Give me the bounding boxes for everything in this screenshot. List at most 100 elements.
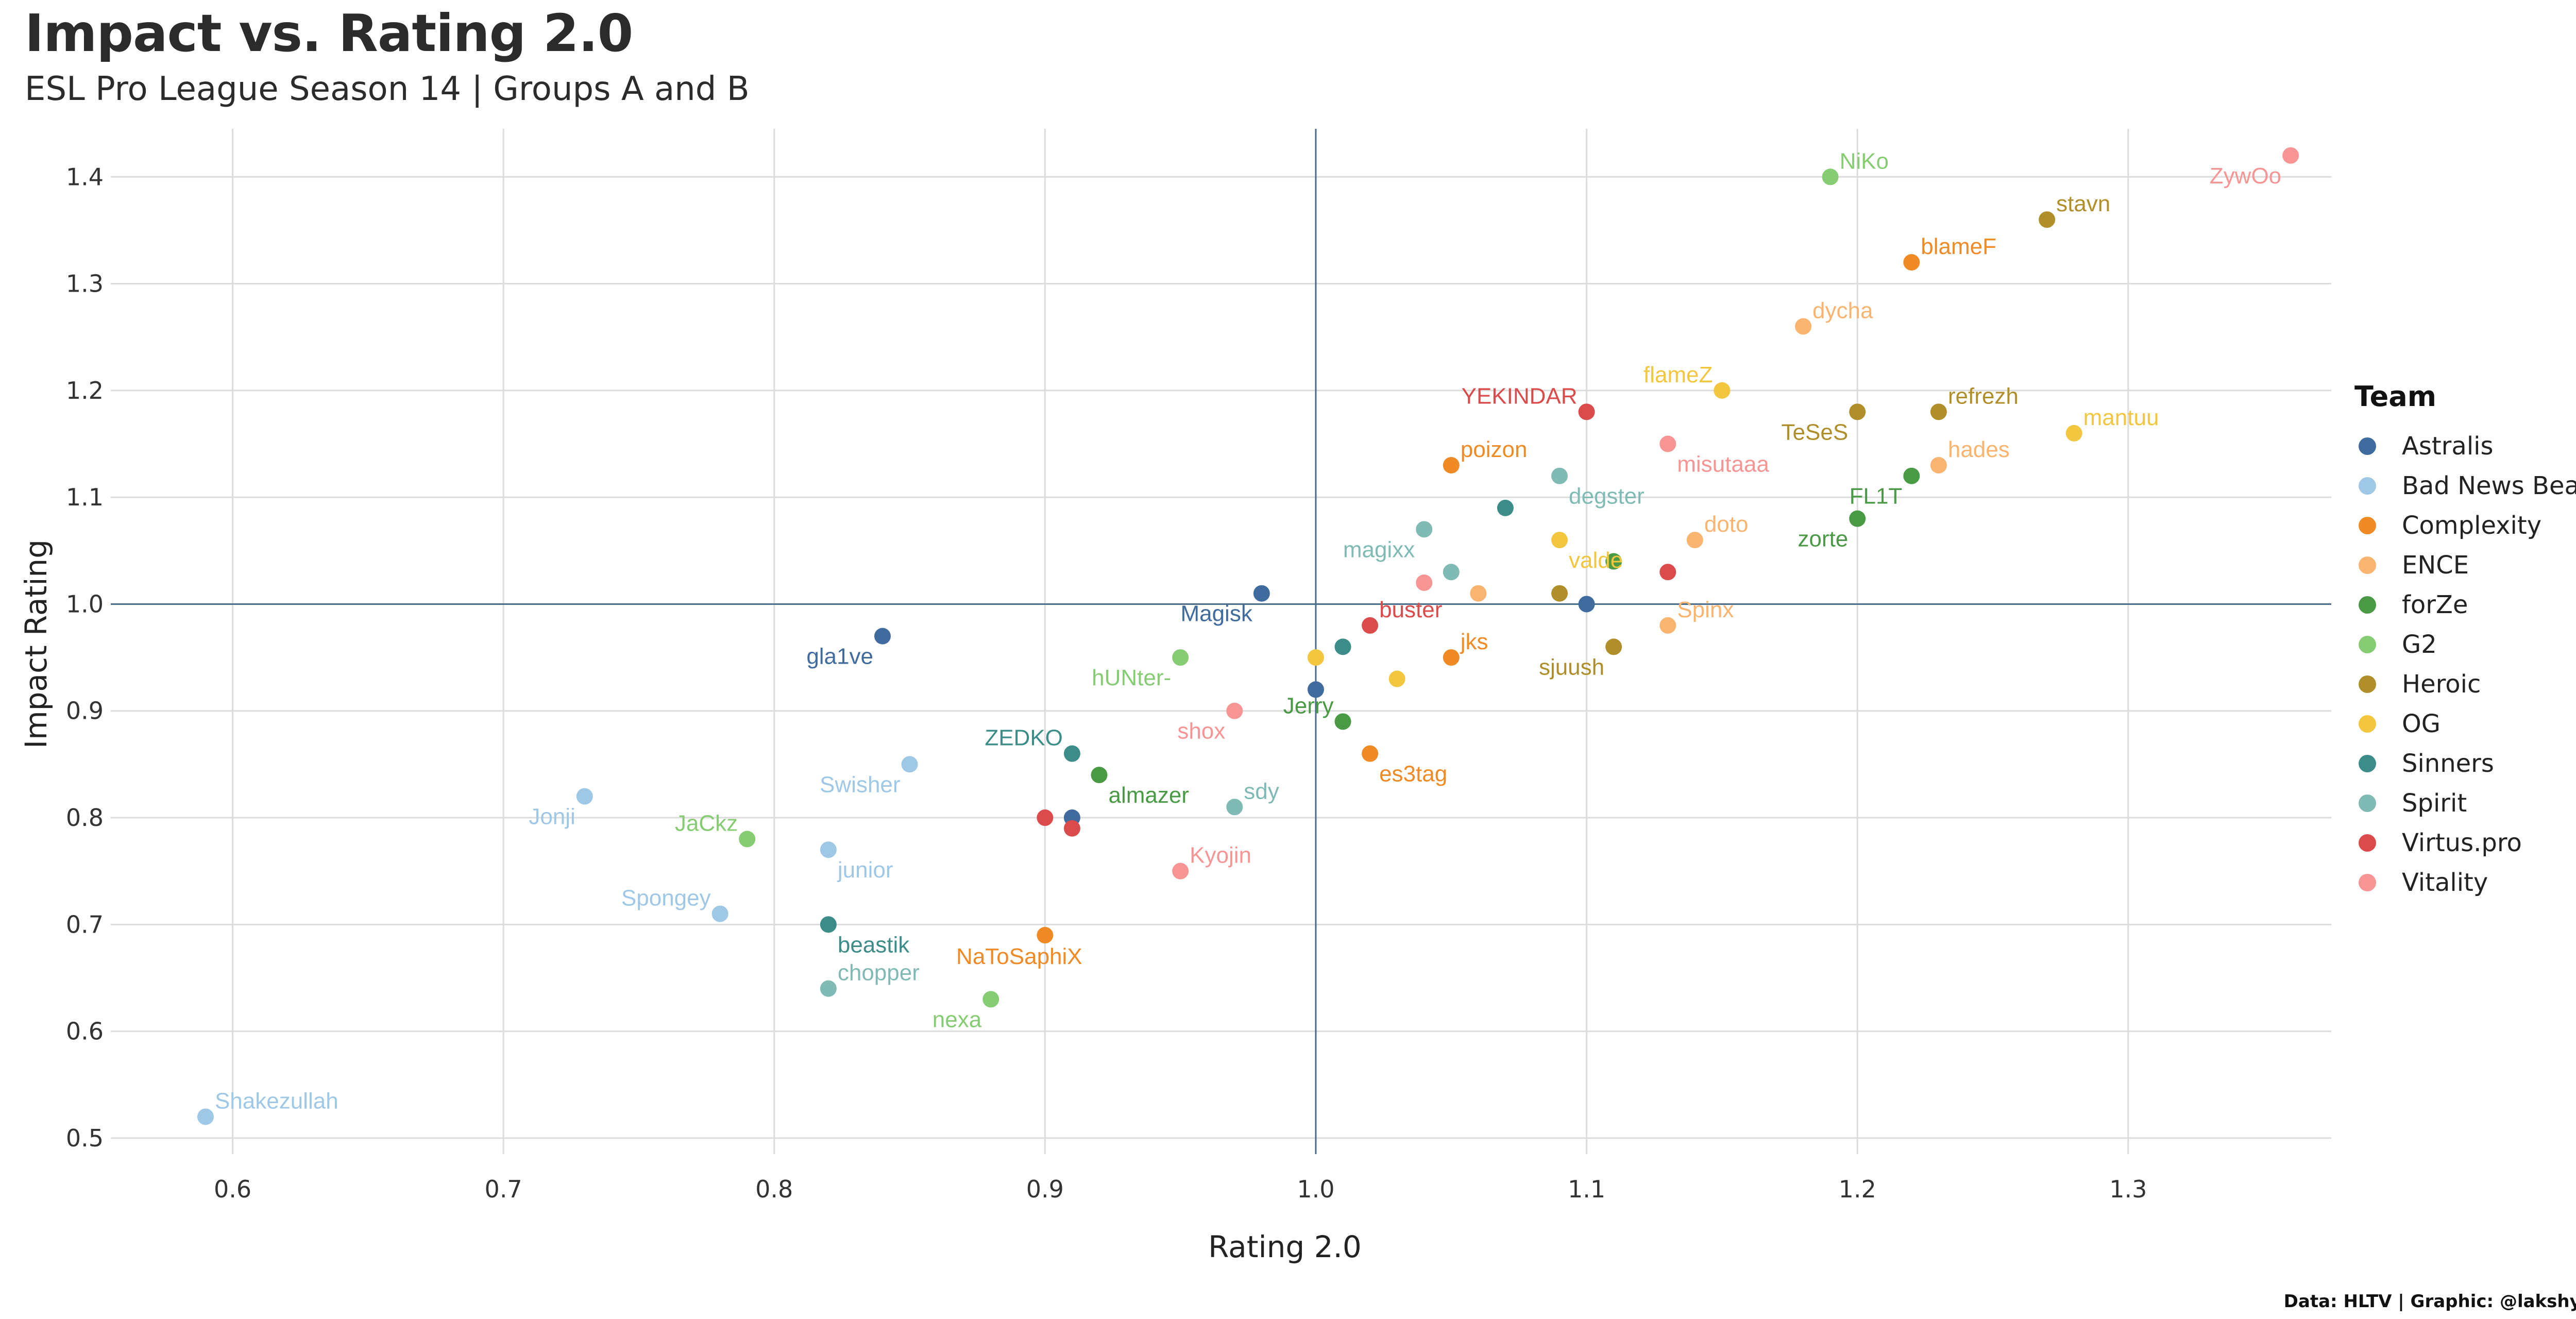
legend-item: G2 [2354, 624, 2576, 664]
point-label: shox [1177, 719, 1225, 744]
data-point [1307, 649, 1324, 666]
data-point [820, 916, 837, 933]
data-point [1172, 649, 1189, 666]
legend-swatch [2359, 675, 2376, 693]
point-label: Swisher [820, 772, 901, 797]
legend-swatch [2359, 477, 2376, 495]
x-tick-label: 1.1 [1568, 1175, 1605, 1203]
point-label: zorte [1798, 527, 1848, 552]
data-point [1063, 745, 1080, 762]
data-point [874, 628, 891, 645]
legend-swatch [2359, 794, 2376, 812]
legend-label: Virtus.pro [2402, 828, 2522, 857]
point-label: mantuu [2083, 405, 2159, 430]
data-point [901, 756, 918, 773]
y-tick-label: 1.0 [66, 590, 104, 618]
y-tick-label: 0.9 [66, 697, 104, 725]
data-point [576, 788, 593, 805]
point-label: ZEDKO [985, 725, 1063, 751]
point-label: misutaaa [1677, 452, 1769, 477]
data-point [1849, 403, 1866, 420]
axis-ticks: 0.6 0.7 0.8 0.9 1.0 1.1 1.2 1.3 0.5 0.6 0.7 0.8 0.9 1… [66, 163, 2147, 1203]
legend-swatch [2359, 873, 2376, 891]
point-label: poizon [1461, 437, 1528, 462]
data-point [1037, 927, 1054, 944]
source-caption: Data: HLTV | Graphic: @lakshyaag [2283, 1291, 2576, 1312]
point-label: es3tag [1379, 762, 1447, 787]
data-point [1578, 403, 1595, 420]
point-label: Spinx [1677, 597, 1734, 622]
y-tick-label: 0.8 [66, 804, 104, 832]
legend-title: Team [2354, 380, 2436, 413]
data-point [1388, 670, 1405, 687]
data-point [1307, 681, 1324, 698]
point-label: buster [1379, 597, 1442, 622]
y-tick-label: 1.2 [66, 377, 104, 404]
legend-item: OG [2354, 704, 2576, 743]
x-tick-label: 1.2 [1839, 1175, 1876, 1203]
point-label: Jerry [1283, 693, 1334, 718]
y-tick-label: 0.6 [66, 1018, 104, 1045]
point-label: NaToSaphiX [956, 944, 1082, 969]
legend-label: OG [2402, 709, 2441, 738]
legend-label: Heroic [2402, 669, 2481, 699]
point-label: Kyojin [1190, 843, 1251, 868]
data-point [1253, 585, 1270, 602]
point-label: JaCkz [675, 810, 738, 836]
legend-item: Spirit [2354, 783, 2576, 823]
data-point [1416, 574, 1433, 591]
legend-label: forZe [2402, 590, 2468, 619]
legend-swatch [2359, 516, 2376, 534]
point-label: FL1T [1850, 484, 1903, 509]
legend: Team Astralis Bad News Bears Complexity ENC… [2354, 380, 2576, 902]
data-point [1903, 467, 1920, 484]
data-point [1659, 617, 1676, 634]
data-point [2282, 147, 2299, 164]
data-point [739, 831, 756, 848]
data-point [982, 991, 999, 1008]
x-tick-label: 0.9 [1026, 1175, 1064, 1203]
point-label: flameZ [1643, 362, 1713, 387]
chart-title: Impact vs. Rating 2.0 [25, 3, 633, 63]
x-tick-label: 0.8 [755, 1175, 793, 1203]
legend-item: forZe [2354, 585, 2576, 624]
point-label: magixx [1343, 537, 1415, 562]
legend-label: Spirit [2402, 788, 2467, 818]
data-point [1551, 467, 1568, 484]
data-point [1334, 638, 1351, 655]
point-label: hUNter- [1092, 665, 1171, 690]
y-tick-label: 1.1 [66, 483, 104, 511]
data-point [2065, 425, 2082, 442]
data-point [820, 980, 837, 997]
y-axis-label: Impact Rating [19, 539, 54, 749]
data-point [1795, 318, 1812, 335]
data-point [1362, 617, 1379, 634]
y-tick-label: 1.3 [66, 270, 104, 298]
legend-swatch [2359, 715, 2376, 733]
data-point [1849, 510, 1866, 527]
point-label: refrezh [1948, 383, 2019, 409]
data-point [1470, 585, 1487, 602]
data-point [1659, 435, 1676, 452]
x-tick-label: 1.3 [2109, 1175, 2147, 1203]
data-point [1334, 713, 1351, 730]
legend-swatch [2359, 596, 2376, 614]
point-label: gla1ve [806, 644, 873, 669]
legend-swatch [2359, 754, 2376, 772]
data-point [820, 841, 837, 858]
legend-label: Bad News Bears [2402, 471, 2576, 500]
data-point [1443, 564, 1460, 581]
point-label: nexa [933, 1007, 982, 1032]
data-point [1037, 809, 1054, 826]
y-tick-label: 1.4 [66, 163, 104, 191]
legend-label: ENCE [2402, 550, 2469, 580]
data-point [1497, 499, 1514, 516]
data-points [197, 147, 2299, 1125]
point-label: almazer [1108, 783, 1189, 808]
data-point [1903, 254, 1920, 271]
legend-item: Bad News Bears [2354, 466, 2576, 505]
data-point [1443, 456, 1460, 474]
data-point [1930, 403, 1947, 420]
grid-layer [111, 129, 2331, 1154]
